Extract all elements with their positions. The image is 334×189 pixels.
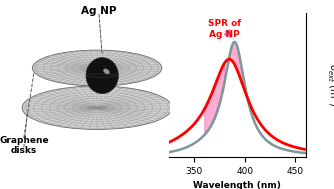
Circle shape [86, 58, 118, 94]
Text: Ag NP: Ag NP [81, 6, 117, 16]
Text: SPR of
Ag NP: SPR of Ag NP [208, 19, 241, 39]
Text: Graphene
disks: Graphene disks [0, 136, 49, 156]
Ellipse shape [32, 50, 162, 86]
Ellipse shape [22, 86, 172, 129]
Ellipse shape [103, 69, 110, 74]
X-axis label: Wavelength (nm): Wavelength (nm) [193, 181, 281, 189]
Y-axis label: $\sigma_{ext}$ (m$^2$): $\sigma_{ext}$ (m$^2$) [325, 63, 334, 107]
